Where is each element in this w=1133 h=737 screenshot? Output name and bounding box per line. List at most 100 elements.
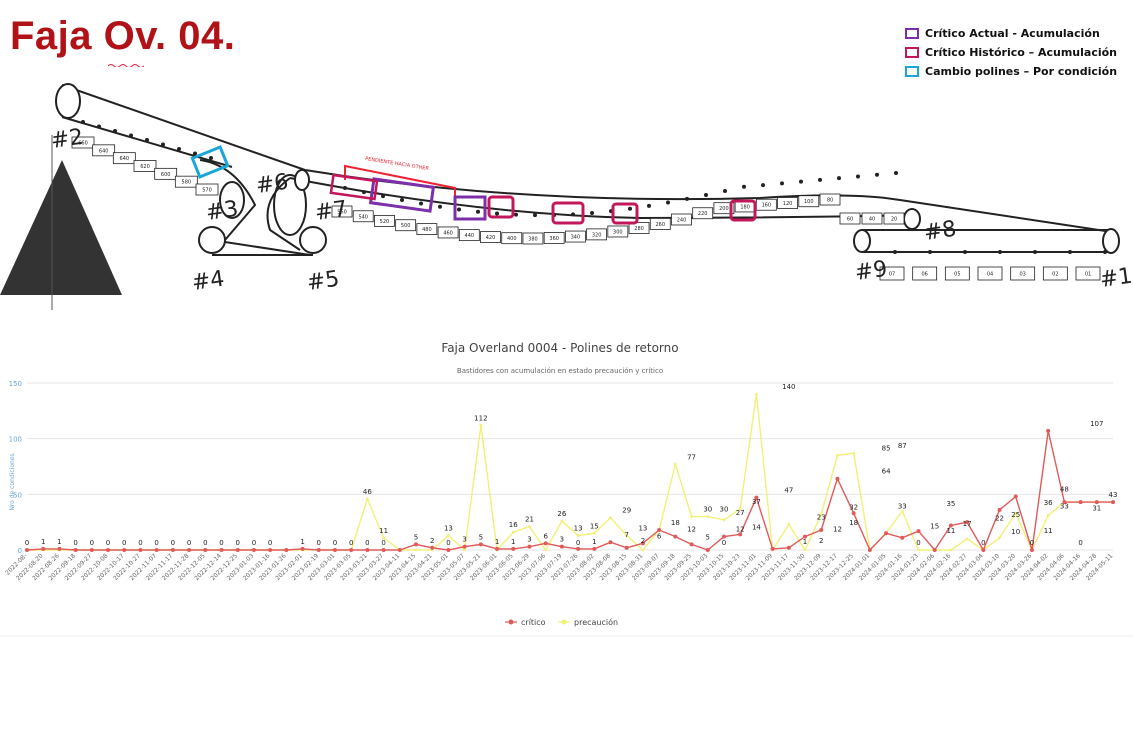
data-label: 0	[916, 539, 920, 547]
data-point	[900, 509, 904, 513]
magenta-marker	[611, 202, 639, 225]
data-point	[187, 548, 192, 552]
data-point	[332, 548, 337, 552]
data-point	[73, 548, 78, 552]
idler-box-label: 460	[443, 230, 453, 236]
data-label: 64	[882, 468, 891, 476]
idler-box-label: 340	[571, 235, 581, 241]
data-point	[235, 548, 240, 552]
legend-label: Crítico Actual - Acumulación	[925, 27, 1100, 40]
data-point	[349, 548, 354, 552]
data-label: 33	[1060, 502, 1069, 510]
data-label: 5	[479, 533, 483, 541]
idler-box	[501, 232, 523, 245]
idler-dot	[419, 201, 423, 206]
idler-box	[692, 207, 714, 220]
idler-dot	[894, 171, 898, 175]
data-label: 0	[1078, 539, 1082, 547]
idler-box-label: 180	[740, 204, 750, 210]
pulley-2	[55, 83, 81, 119]
idler-box-label: 520	[380, 219, 390, 225]
data-label: 30	[703, 506, 712, 514]
data-point	[316, 548, 321, 552]
idler-dot	[1068, 250, 1072, 254]
data-point	[284, 548, 289, 552]
data-label: 1	[803, 538, 807, 546]
data-point	[219, 548, 224, 552]
data-point	[463, 548, 467, 552]
data-point	[722, 518, 726, 522]
pulley-label: #6	[254, 170, 290, 199]
data-label: 87	[898, 442, 907, 450]
idler-box	[944, 266, 970, 281]
idler-box	[416, 223, 438, 236]
legend-item-critico-historico: Crítico Histórico – Acumulación	[905, 43, 1117, 62]
data-label: 47	[784, 487, 793, 495]
idler-dot	[145, 138, 149, 142]
data-label: 1	[57, 538, 61, 546]
idler-boxes-upper-left: 660 640 640 620 600 580 570	[71, 136, 219, 196]
data-label: 11	[379, 527, 388, 535]
data-label: 15	[930, 522, 939, 530]
idler-box-label: 300	[613, 229, 623, 235]
data-point	[625, 534, 629, 537]
data-label: 0	[333, 539, 337, 547]
data-label: 25	[1011, 511, 1020, 519]
data-point	[609, 516, 612, 520]
data-point	[608, 540, 613, 545]
spellcheck-underline	[108, 64, 144, 67]
data-point	[138, 548, 143, 552]
idler-box-label: 04	[987, 272, 993, 278]
data-point	[106, 548, 111, 552]
data-point	[528, 525, 531, 529]
idler-dot	[875, 172, 879, 177]
data-point	[560, 519, 564, 523]
data-label: 11	[1044, 527, 1053, 535]
data-point	[203, 548, 208, 552]
idler-dot	[97, 124, 101, 129]
idler-box-label: 640	[120, 156, 130, 162]
data-point	[544, 548, 548, 552]
idler-box-label: 360	[549, 236, 559, 242]
data-point	[689, 542, 694, 547]
data-point	[641, 548, 645, 552]
idler-dot	[438, 204, 442, 209]
y-tick-label: 0	[18, 547, 22, 555]
data-point	[916, 529, 921, 534]
data-label: 1	[592, 538, 596, 546]
idler-dot	[666, 200, 670, 205]
idler-box	[1042, 266, 1068, 281]
idler-box-label: 07	[889, 272, 895, 278]
idler-box-label: 80	[827, 198, 833, 204]
data-label: 0	[349, 539, 353, 547]
idler-box	[586, 228, 608, 241]
data-point	[965, 537, 969, 541]
data-point	[268, 548, 273, 552]
data-point	[527, 544, 532, 549]
data-label: 0	[1030, 539, 1034, 547]
data-point	[867, 548, 872, 552]
data-label: 13	[444, 525, 453, 533]
chart-subtitle: Bastidores con acumulación en estado pre…	[457, 367, 663, 375]
data-label: 37	[752, 498, 761, 506]
data-point	[511, 546, 516, 551]
idler-boxes-lower-right: 07 06 05 04 03 02 01	[879, 266, 1101, 281]
data-label: 17	[963, 520, 972, 528]
idler-box	[437, 226, 459, 239]
data-label: 5	[414, 533, 418, 541]
data-label: 3	[560, 536, 564, 544]
idler-dot	[571, 212, 575, 217]
data-label: 0	[154, 539, 158, 547]
data-point	[884, 531, 889, 536]
data-point	[576, 546, 581, 551]
data-point	[511, 530, 515, 534]
idler-box-label: 570	[202, 188, 212, 194]
idler-dot	[476, 209, 480, 214]
data-point	[1111, 500, 1115, 505]
idler-box-label: 500	[401, 223, 411, 229]
data-point	[1013, 494, 1018, 499]
pulley-1	[1102, 228, 1120, 254]
pulley-label: #1	[1098, 264, 1133, 293]
data-point	[592, 546, 597, 551]
idler-box	[628, 222, 650, 234]
